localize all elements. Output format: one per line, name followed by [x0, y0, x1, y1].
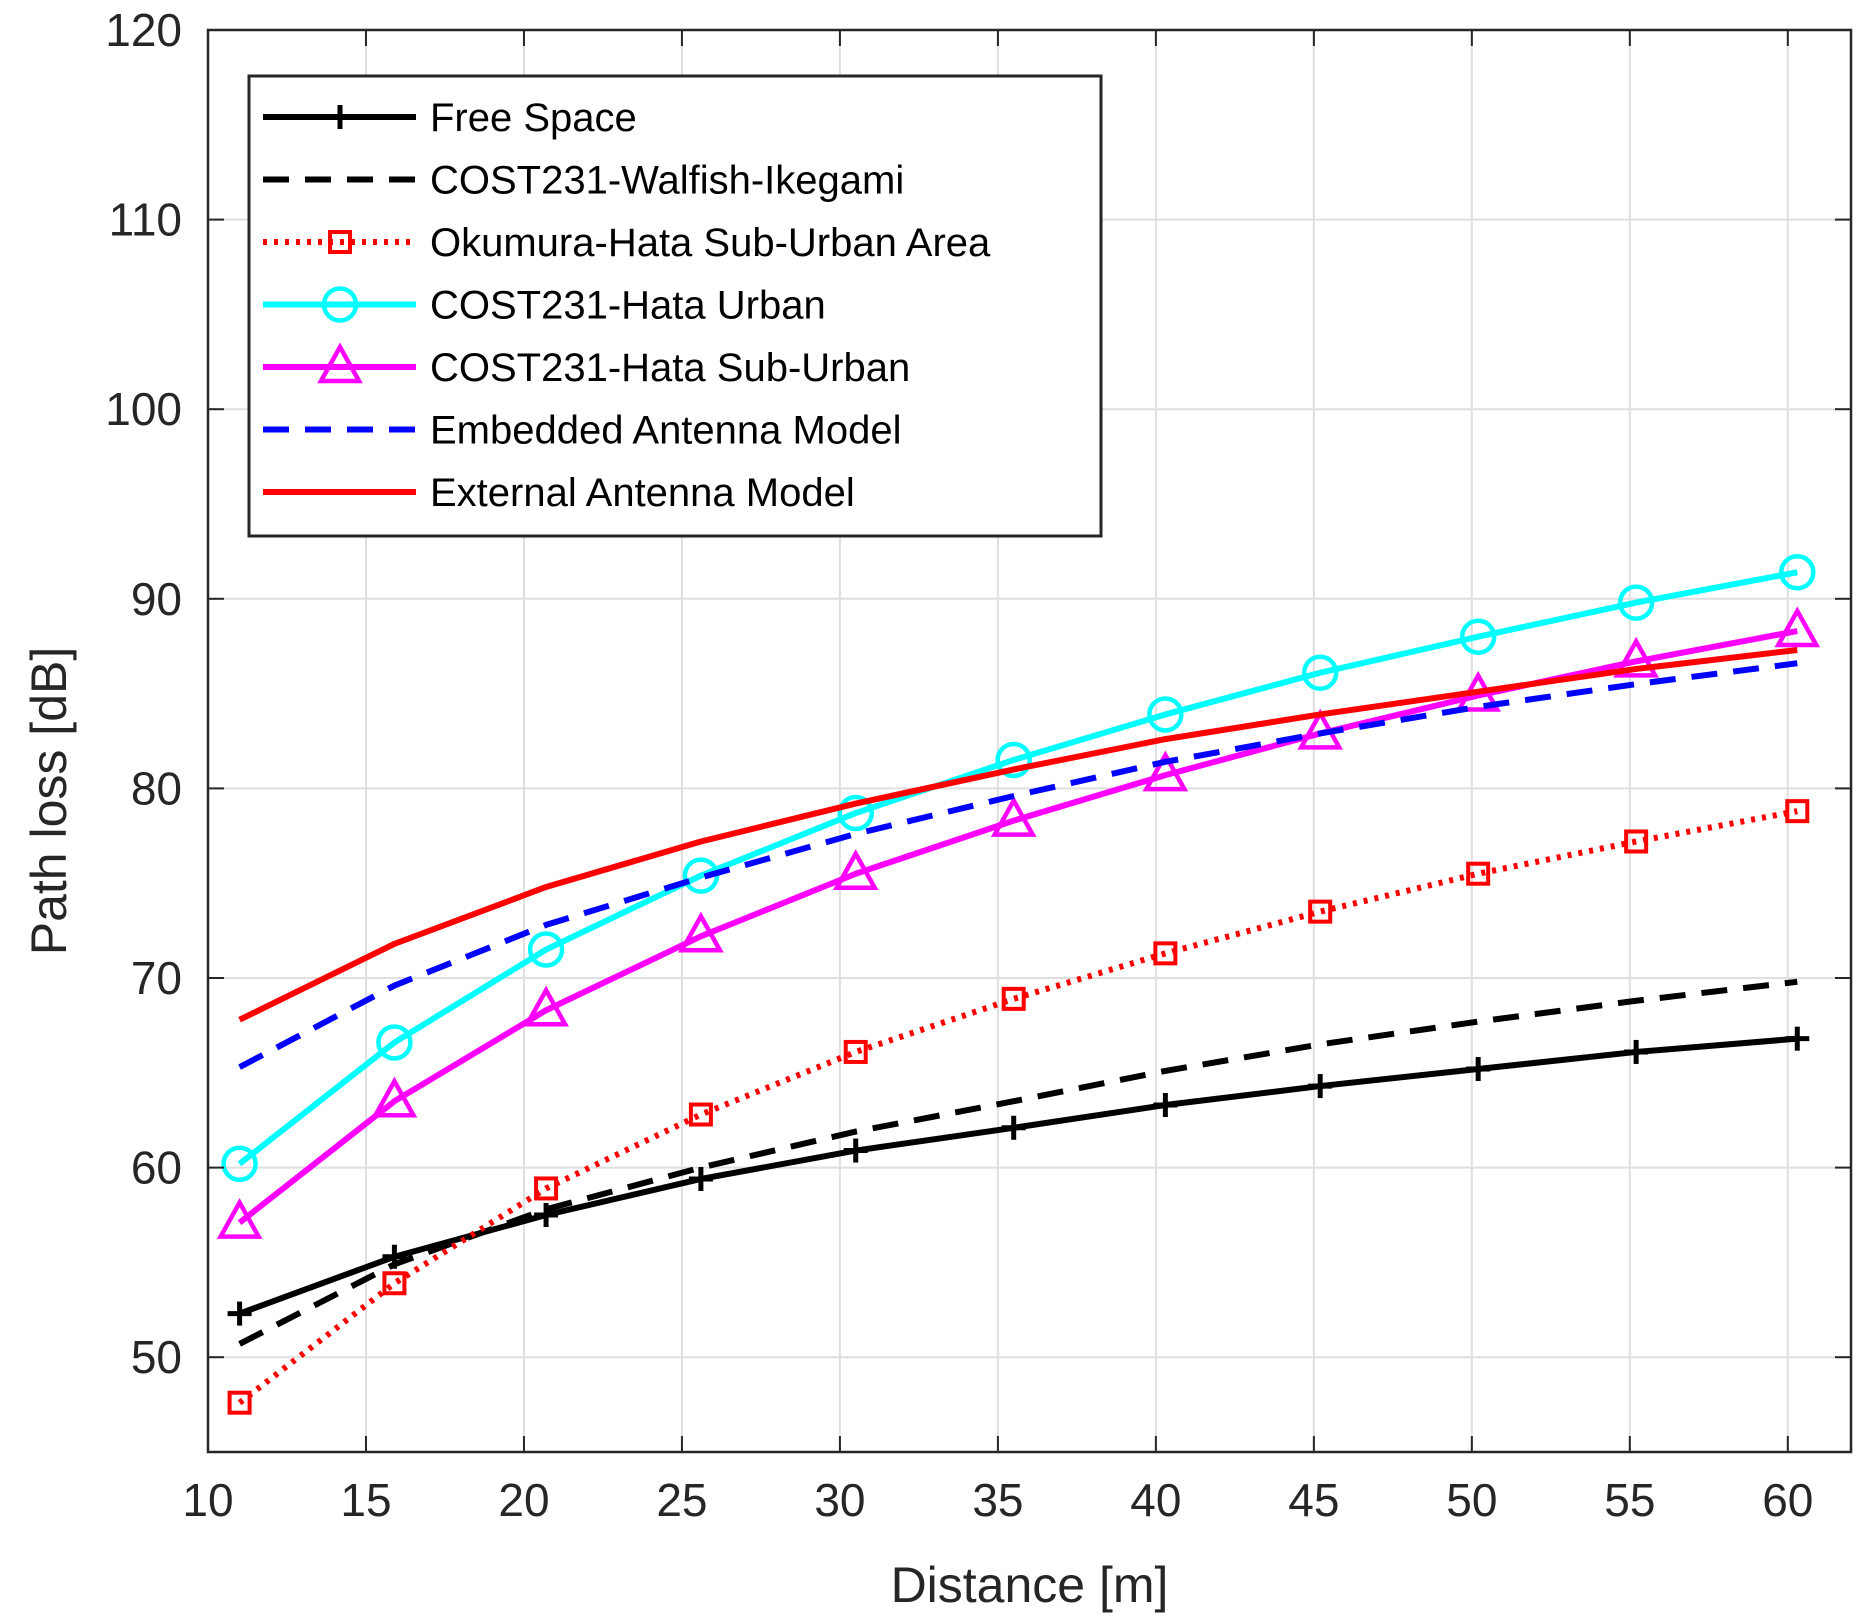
legend-label: COST231-Walfish-Ikegami: [430, 159, 904, 203]
y-tick-label: 120: [105, 4, 182, 56]
data-point: [1774, 606, 1821, 648]
legend-label: COST231-Hata Urban: [430, 284, 826, 328]
series-1: [238, 978, 1798, 1347]
x-tick-label: 15: [340, 1474, 391, 1526]
data-point: [1785, 799, 1810, 824]
x-tick-label: 60: [1762, 1474, 1813, 1526]
data-point: [1779, 554, 1816, 591]
legend-marker: [328, 105, 352, 129]
series-0: [227, 1026, 1810, 1326]
data-point: [995, 741, 1032, 779]
y-tick-label: 60: [131, 1142, 182, 1194]
data-point: [990, 796, 1037, 837]
x-tick-label: 35: [972, 1474, 1023, 1526]
legend-marker: [321, 286, 359, 323]
series-line: [238, 660, 1798, 1070]
legend-marker: [317, 342, 363, 384]
y-tick-label: 100: [105, 383, 182, 435]
data-point: [843, 1039, 868, 1064]
axes-box: [206, 28, 1853, 1454]
data-point: [1308, 1074, 1333, 1099]
legend-label: Okumura-Hata Sub-Urban Area: [430, 221, 991, 265]
data-point: [523, 985, 569, 1027]
data-point: [382, 1271, 407, 1296]
x-tick-label: 10: [182, 1474, 233, 1526]
data-point: [1001, 986, 1026, 1011]
data-point: [1001, 1115, 1026, 1140]
data-point: [371, 1076, 418, 1118]
data-point: [1153, 941, 1178, 966]
data-point: [1301, 654, 1339, 691]
data-point: [1785, 1026, 1810, 1051]
data-point: [1308, 899, 1333, 924]
y-tick-label: 80: [131, 762, 182, 814]
legend-marker: [328, 230, 352, 254]
data-point: [837, 794, 874, 832]
x-tick-label: 20: [498, 1474, 549, 1526]
x-axis-title: Distance [m]: [891, 1557, 1169, 1613]
legend-label: External Antenna Model: [430, 471, 855, 515]
data-point: [1624, 829, 1649, 854]
series-6: [238, 647, 1798, 1023]
legend-entry: Okumura-Hata Sub-Urban Area: [263, 221, 991, 265]
x-tick-label: 40: [1130, 1474, 1181, 1526]
y-tick-label: 50: [131, 1331, 182, 1383]
legend-entry: Embedded Antenna Model: [263, 409, 901, 453]
data-point: [376, 1024, 413, 1061]
data-point: [832, 849, 879, 890]
y-tick-label: 90: [131, 573, 182, 625]
data-point: [1624, 1039, 1649, 1064]
data-point: [1613, 636, 1659, 678]
data-point: [227, 1301, 252, 1326]
series-5: [238, 660, 1798, 1070]
series-line: [238, 647, 1798, 1023]
x-tick-label: 25: [656, 1474, 707, 1526]
x-tick-label: 45: [1288, 1474, 1339, 1526]
legend-entry: External Antenna Model: [263, 471, 855, 515]
data-point: [221, 1145, 258, 1183]
x-tick-label: 50: [1446, 1474, 1497, 1526]
data-point: [527, 931, 565, 968]
series-line: [237, 569, 1798, 1167]
y-tick-label: 110: [109, 194, 182, 246]
data-point: [216, 1197, 263, 1239]
series-line: [238, 978, 1798, 1347]
data-point: [688, 1102, 713, 1127]
data-point: [678, 911, 724, 953]
data-point: [1466, 861, 1491, 886]
data-point: [227, 1390, 252, 1415]
data-point: [1466, 1057, 1491, 1082]
x-tick-label: 30: [814, 1474, 865, 1526]
data-point: [1617, 584, 1655, 621]
data-point: [1142, 750, 1189, 792]
legend-entry: COST231-Hata Urban: [263, 284, 826, 328]
legend-label: COST231-Hata Sub-Urban: [430, 346, 910, 390]
data-point: [534, 1176, 559, 1201]
data-point: [843, 1138, 868, 1163]
legend-label: Free Space: [430, 96, 637, 140]
legend-entry: COST231-Walfish-Ikegami: [263, 159, 904, 203]
legend-entry: COST231-Hata Sub-Urban: [263, 342, 910, 390]
x-tick-label: 55: [1604, 1474, 1655, 1526]
data-point: [1153, 1093, 1178, 1118]
data-point: [1459, 618, 1497, 655]
series-3: [221, 554, 1816, 1183]
legend-label: Embedded Antenna Model: [430, 409, 901, 453]
data-point: [688, 1166, 713, 1191]
data-point: [1147, 696, 1184, 733]
series-2: [227, 799, 1810, 1415]
y-tick-label: 70: [131, 952, 182, 1004]
y-axis-title: Path loss [dB]: [21, 647, 77, 956]
legend-entry: Free Space: [263, 96, 637, 140]
